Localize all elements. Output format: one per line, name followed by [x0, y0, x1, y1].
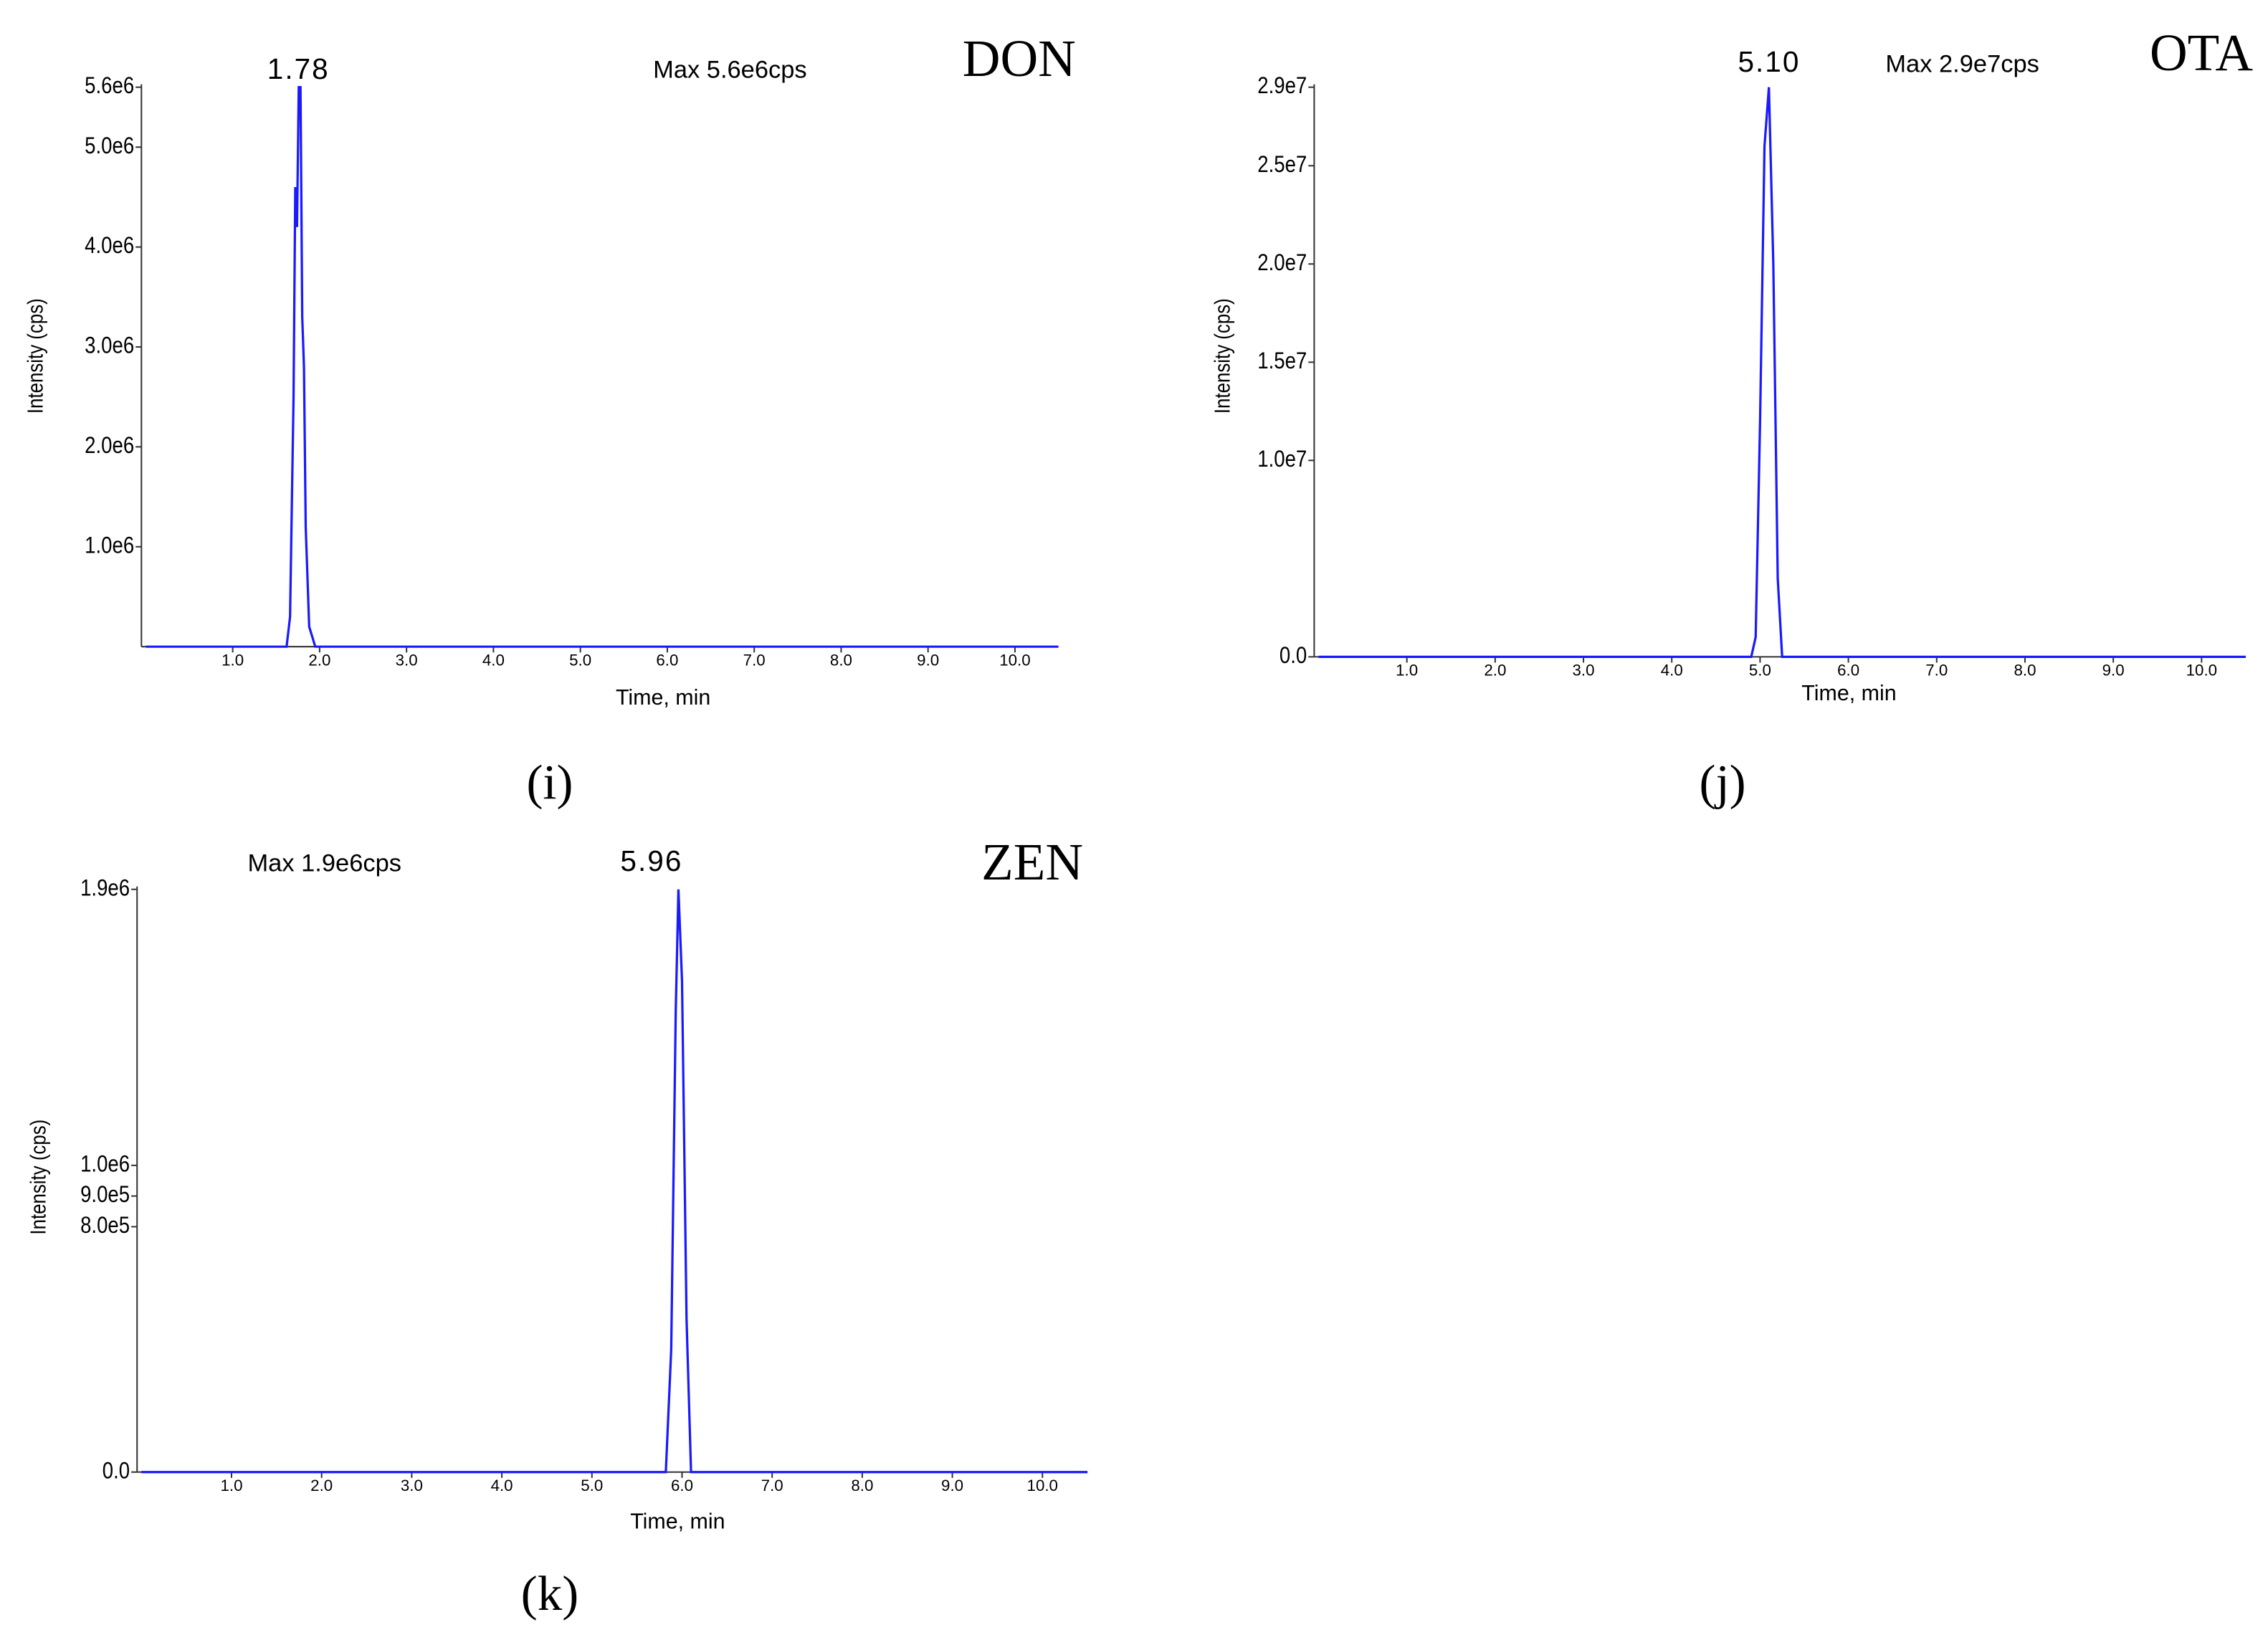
x-tick-label: 3.0	[401, 1477, 423, 1494]
x-tick-label: 5.0	[569, 651, 591, 669]
chromatogram-line	[141, 889, 1088, 1474]
x-tick-label: 5.0	[1749, 662, 1771, 680]
peak-label: 1.78	[267, 52, 330, 85]
y-tick-label: 5.6e6	[85, 73, 134, 99]
y-axis-label: Intensity (cps)	[25, 1120, 49, 1235]
chromatogram-line	[146, 86, 1059, 648]
chart-title: OTA	[2150, 24, 2253, 82]
x-tick-label: 2.0	[310, 1477, 333, 1494]
x-tick-label: 8.0	[2014, 662, 2036, 680]
x-tick-label: 3.0	[396, 651, 418, 669]
x-tick-label: 1.0	[221, 651, 244, 669]
x-tick-label: 7.0	[761, 1477, 783, 1494]
max-annotation: Max 1.9e6cps	[247, 849, 401, 877]
x-tick-label: 5.0	[581, 1477, 603, 1494]
peak-label: 5.10	[1738, 45, 1800, 78]
x-tick-label: 1.0	[1396, 662, 1418, 680]
y-tick-label: 5.0e6	[85, 133, 134, 159]
y-tick-label: 1.0e6	[80, 1151, 130, 1177]
y-tick-label: 1.0e7	[1257, 447, 1307, 472]
x-tick-label: 6.0	[671, 1477, 693, 1494]
max-annotation: Max 5.6e6cps	[653, 56, 806, 83]
panel-label: (i)	[526, 755, 573, 810]
max-annotation: Max 2.9e7cps	[1885, 50, 2039, 77]
y-tick-label: 2.9e7	[1257, 73, 1307, 99]
x-axis-label: Time, min	[630, 1510, 725, 1534]
x-tick-label: 6.0	[1837, 662, 1859, 680]
x-tick-label: 8.0	[830, 651, 852, 669]
x-tick-label: 7.0	[1925, 662, 1948, 680]
x-axis-label: Time, min	[616, 685, 710, 710]
chart-title: DON	[963, 29, 1076, 87]
chromatogram-line	[1318, 87, 2246, 659]
x-tick-label: 3.0	[1573, 662, 1595, 680]
x-tick-label: 4.0	[1661, 662, 1683, 680]
x-tick-label: 9.0	[941, 1477, 963, 1494]
x-tick-label: 2.0	[308, 651, 330, 669]
peak-label: 5.96	[620, 844, 682, 877]
y-tick-label: 1.9e6	[80, 875, 130, 901]
y-tick-label: 0.0	[1280, 643, 1307, 669]
x-tick-label: 2.0	[1484, 662, 1506, 680]
y-tick-label: 9.0e5	[80, 1182, 130, 1208]
x-tick-label: 10.0	[999, 651, 1030, 669]
y-tick-label: 8.0e5	[80, 1213, 130, 1239]
x-tick-label: 1.0	[220, 1477, 242, 1494]
x-tick-label: 9.0	[917, 651, 939, 669]
panel-label: (k)	[521, 1566, 578, 1621]
x-tick-label: 4.0	[482, 651, 505, 669]
x-tick-label: 10.0	[1027, 1477, 1058, 1494]
x-axis-label: Time, min	[1801, 681, 1896, 705]
y-axis-label: Intensity (cps)	[22, 298, 47, 414]
y-tick-label: 0.0	[103, 1458, 130, 1484]
x-tick-label: 9.0	[2102, 662, 2125, 680]
y-tick-label: 2.0e7	[1257, 250, 1307, 276]
y-tick-label: 1.0e6	[85, 533, 134, 558]
y-axis-label: Intensity (cps)	[1210, 298, 1234, 414]
x-tick-label: 10.0	[2186, 662, 2217, 680]
y-tick-label: 2.5e7	[1257, 152, 1307, 178]
y-tick-label: 4.0e6	[85, 233, 134, 259]
x-tick-label: 8.0	[851, 1477, 873, 1494]
x-tick-label: 6.0	[656, 651, 678, 669]
x-tick-label: 4.0	[491, 1477, 513, 1494]
x-tick-label: 7.0	[743, 651, 766, 669]
y-tick-label: 3.0e6	[85, 333, 134, 359]
panel-label: (j)	[1700, 755, 1746, 810]
y-tick-label: 1.5e7	[1257, 348, 1307, 374]
y-tick-label: 2.0e6	[85, 433, 134, 459]
chart-title: ZEN	[981, 833, 1083, 891]
